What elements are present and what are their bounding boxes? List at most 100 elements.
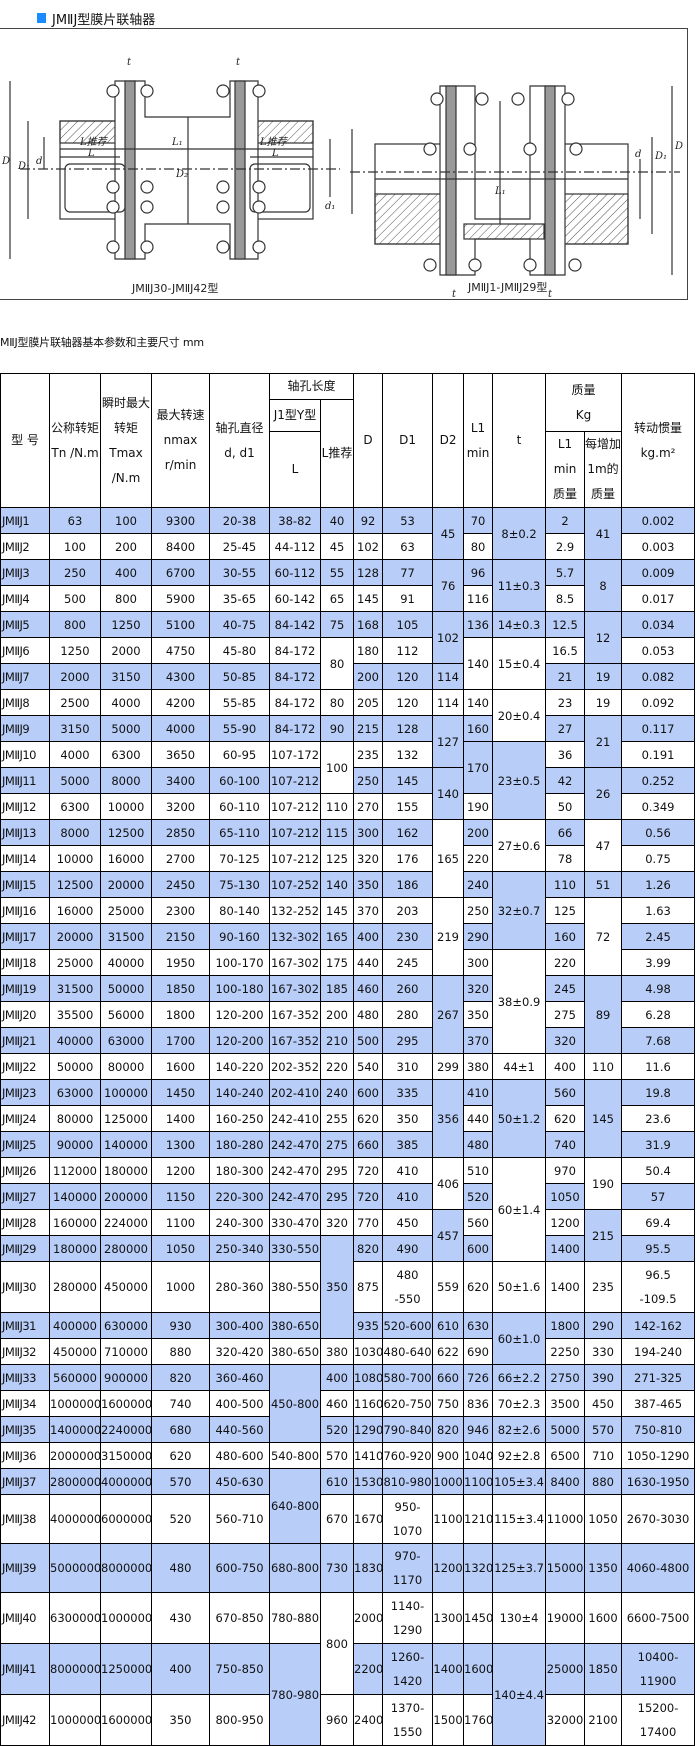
table-cell: 91 (382, 585, 434, 612)
table-cell: 255 (319, 1105, 355, 1132)
table-cell: 2250 (545, 1338, 586, 1365)
table-cell: 180000 (49, 1235, 101, 1262)
table-cell: 235 (353, 741, 384, 768)
table-cell: 400 (545, 1053, 586, 1080)
table-cell: 202-410 (269, 1079, 321, 1106)
table-cell: 440-560 (209, 1416, 270, 1443)
header-max-speed: 最大转速 nmax r/min (151, 373, 210, 508)
table-cell: 136 (463, 611, 494, 638)
table-cell: 53 (382, 507, 434, 534)
table-cell: 1250 (49, 637, 101, 664)
model-cell: JMⅡJ24 (0, 1105, 50, 1132)
dim-label-D-right: D (674, 141, 683, 152)
header-bore-length: 轴孔长度 (268, 373, 355, 400)
table-cell: 140 (463, 689, 494, 716)
table-cell: 140±4.4 (492, 1643, 547, 1746)
dim-label-t-right: t (236, 57, 241, 68)
table-cell: 1250 (100, 611, 152, 638)
table-cell: 70-125 (209, 845, 270, 872)
table-cell: 780-980 (269, 1643, 321, 1746)
table-cell: 1400 (545, 1235, 586, 1262)
table-cell: 480-600 (209, 1442, 270, 1469)
table-cell: 65-110 (209, 819, 270, 846)
table-cell: 45-80 (209, 637, 270, 664)
table-cell: 630 (463, 1312, 494, 1339)
dim-label-L1-right: L₁ (494, 186, 506, 197)
table-cell: 1140- 1290 (382, 1592, 434, 1644)
model-cell: JMⅡJ22 (0, 1053, 50, 1080)
table-cell: 1800 (151, 1001, 210, 1028)
table-cell: 100 (319, 741, 355, 794)
table-cell: 8000 (49, 819, 101, 846)
table-row: JMⅡJ35 1400000 2240000 680 440-560 520 1290 790… (0, 1416, 696, 1443)
table-cell: 230 (382, 923, 434, 950)
table-row: JMⅡJ24 80000 125000 1400 160-250 242-410 255 62… (0, 1105, 696, 1132)
model-cell: JMⅡJ25 (0, 1131, 50, 1158)
model-cell: JMⅡJ33 (0, 1364, 50, 1391)
model-cell: JMⅡJ6 (0, 637, 50, 664)
table-cell: 6500 (545, 1442, 586, 1469)
table-cell: 242-470 (269, 1131, 321, 1158)
table-row: JMⅡJ34 1000000 1600000 740 400-500 460 1160 620… (0, 1390, 696, 1417)
table-cell: 180000 (100, 1157, 152, 1184)
table-cell: 1450 (463, 1592, 494, 1644)
table-cell: 15000 (545, 1543, 586, 1593)
bullet-square-icon (37, 13, 46, 23)
header-model: 型 号 (0, 373, 50, 508)
table-cell: 630000 (100, 1312, 152, 1339)
table-cell: 20-38 (209, 507, 270, 534)
table-cell: 2300 (151, 897, 210, 924)
table-cell: 21 (545, 663, 586, 690)
table-cell: 0.002 (621, 507, 696, 534)
table-cell: 20±0.4 (492, 689, 547, 742)
table-cell: 203 (382, 897, 434, 924)
table-cell: 32±0.7 (492, 871, 547, 950)
table-row: JMⅡJ28 160000 224000 1100 240-300 330-470 320 7… (0, 1209, 696, 1262)
table-cell: 11.6 (621, 1053, 696, 1080)
table-cell: 63000 (100, 1027, 152, 1054)
table-cell: 105±3.4 (492, 1468, 547, 1495)
model-cell: JMⅡJ34 (0, 1390, 50, 1417)
table-cell: 6600-7500 (621, 1592, 696, 1644)
model-cell: JMⅡJ41 (0, 1643, 50, 1695)
dim-label-d-right: d (635, 149, 641, 160)
table-cell: 25-45 (209, 533, 270, 560)
table-cell: 110 (319, 793, 355, 820)
table-cell: 3500 (545, 1390, 586, 1417)
model-cell: JMⅡJ16 (0, 897, 50, 924)
table-cell: 4060-4800 (621, 1543, 696, 1593)
table-cell: 5000000 (49, 1543, 101, 1593)
table-cell: 80000 (100, 1053, 152, 1080)
table-cell: 720 (353, 1183, 384, 1210)
table-cell: 6300 (100, 741, 152, 768)
table-cell: 16000 (100, 845, 152, 872)
table-cell: 242-470 (269, 1157, 321, 1184)
table-cell: 750-810 (621, 1416, 696, 1443)
table-cell: 680-800 (269, 1543, 321, 1593)
dim-label-t-left: t (127, 57, 132, 68)
table-cell: 6700 (151, 559, 210, 586)
table-cell: 460 (319, 1390, 355, 1417)
model-cell: JMⅡJ26 (0, 1157, 50, 1184)
table-cell: 114 (432, 663, 465, 690)
dim-label-D1-right: D₁ (654, 151, 667, 162)
table-cell: 105 (382, 611, 434, 638)
model-cell: JMⅡJ39 (0, 1543, 50, 1593)
table-cell: 180 (353, 637, 384, 664)
table-cell: 1700 (151, 1027, 210, 1054)
table-cell: 1400 (545, 1261, 586, 1313)
table-cell: 0.053 (621, 637, 696, 664)
table-cell: 47 (584, 819, 623, 872)
table-cell: 167-302 (269, 975, 321, 1002)
table-cell: 125 (545, 897, 586, 924)
table-cell: 20000 (100, 871, 152, 898)
table-cell: 140 (432, 767, 465, 820)
table-cell: 0.034 (621, 611, 696, 638)
table-row: JMⅡJ9 3150 5000 4000 55-90 84-172 90 215 128 127 1… (0, 715, 696, 768)
table-cell: 10000 (49, 845, 101, 872)
table-cell: 50000 (49, 1053, 101, 1080)
table-row: JMⅡJ37 2800000 4000000 570 450-630 640-800 610… (0, 1468, 696, 1544)
model-cell: JMⅡJ28 (0, 1209, 50, 1236)
table-cell: 350 (353, 871, 384, 898)
table-cell: 2000 (100, 637, 152, 664)
